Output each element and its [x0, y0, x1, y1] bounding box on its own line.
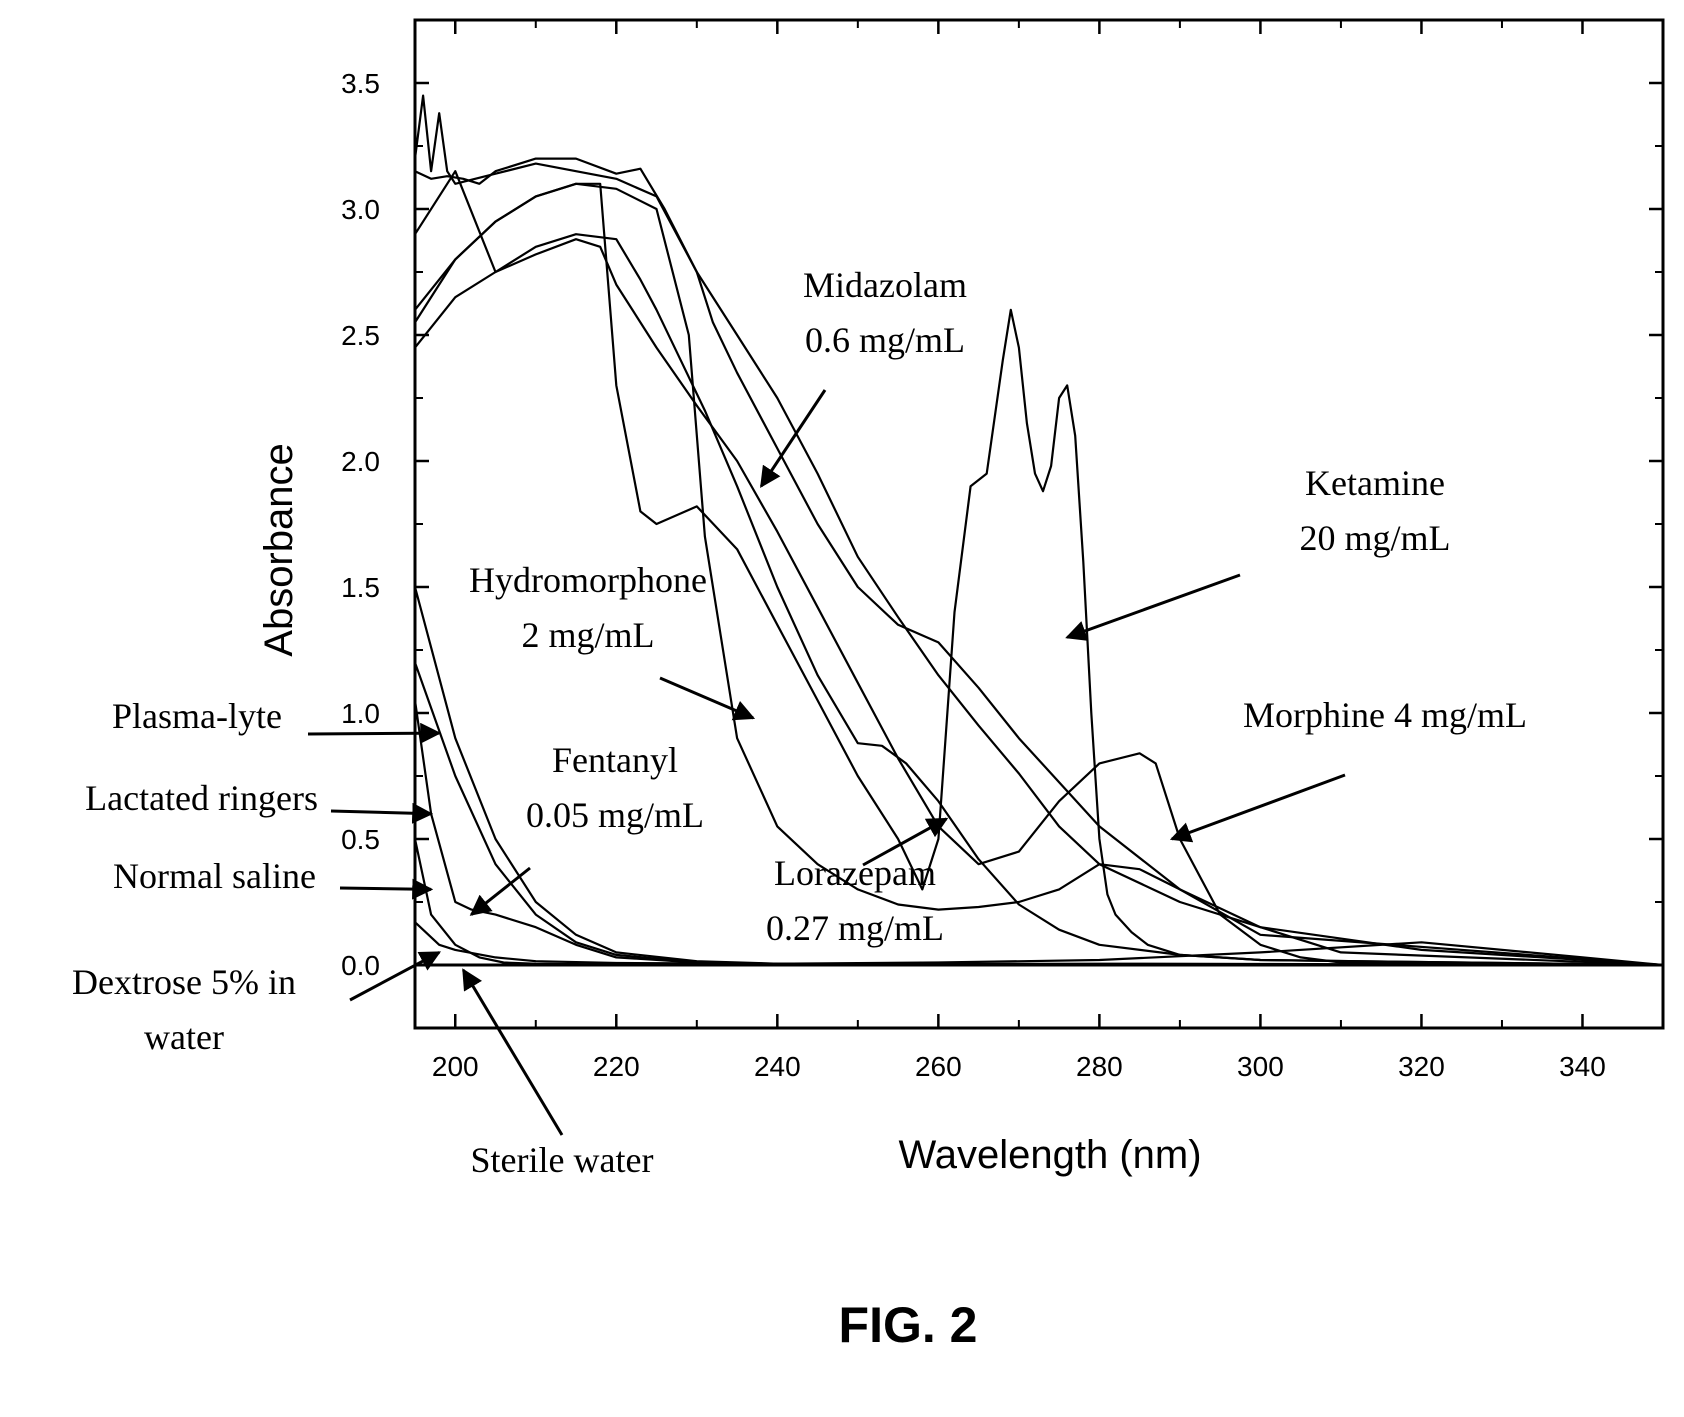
y-tick-label: 2.5: [341, 320, 380, 351]
x-tick-label: 260: [915, 1051, 962, 1082]
x-tick-label: 220: [593, 1051, 640, 1082]
annotation-arrow: [330, 802, 434, 824]
y-tick-labels: 0.0 0.5 1.0 1.5 2.0 2.5 3.0 3.5: [341, 68, 380, 981]
y-tick-label: 0.5: [341, 824, 380, 855]
y-tick-label: 0.0: [341, 950, 380, 981]
annotation: Fentanyl 0.05 mg/mL: [469, 740, 704, 916]
x-tick-labels: 200 220 240 260 280 300 320 340: [432, 1051, 1606, 1082]
y-tick-label: 1.0: [341, 698, 380, 729]
spectrum-curve-1: [413, 94, 1664, 967]
annotation-label: 2 mg/mL: [522, 615, 655, 655]
annotation-label: Morphine 4 mg/mL: [1243, 695, 1527, 735]
x-tick-label: 200: [432, 1051, 479, 1082]
y-tick-label: 3.5: [341, 68, 380, 99]
annotation-label: Sterile water: [471, 1140, 654, 1180]
annotation: Dextrose 5% in water: [72, 951, 442, 1057]
annotation: Hydromorphone 2 mg/mL: [469, 560, 756, 721]
annotation: Morphine 4 mg/mL: [1169, 695, 1527, 843]
annotation-label: Midazolam: [803, 265, 967, 305]
annotation-label: Ketamine: [1305, 463, 1445, 503]
plot-frame: [413, 18, 1665, 1030]
annotation-label: Normal saline: [113, 856, 316, 896]
y-tick-label: 2.0: [341, 446, 380, 477]
annotation-label: Lactated ringers: [85, 778, 318, 818]
annotation-label: 0.05 mg/mL: [526, 795, 704, 835]
x-tick-label: 340: [1559, 1051, 1606, 1082]
annotation-label: 0.6 mg/mL: [805, 320, 965, 360]
y-tick-label: 3.0: [341, 194, 380, 225]
y-axis-title: Absorbance: [257, 443, 301, 656]
annotation-label: Lorazepam: [774, 853, 936, 893]
annotation-arrow: [862, 817, 949, 867]
annotation-arrow: [339, 878, 434, 900]
annotation-label: Fentanyl: [552, 740, 678, 780]
annotation-arrow: [462, 968, 564, 1136]
annotation: Midazolam 0.6 mg/mL: [759, 265, 967, 488]
figure-label: FIG. 2: [839, 1297, 978, 1353]
curve-annotations: Midazolam 0.6 mg/mL Ketamine 20 mg/mL Hydrom…: [72, 265, 1527, 1180]
annotation-label: 20 mg/mL: [1300, 518, 1451, 558]
x-tick-label: 320: [1398, 1051, 1445, 1082]
annotation-arrow: [1065, 573, 1241, 641]
annotation-label: Dextrose 5% in: [72, 962, 296, 1002]
spectrum-curve-9: [413, 700, 1664, 967]
annotation-arrow: [469, 866, 531, 916]
axis-ticks: [415, 19, 1664, 1029]
annotation-arrow: [759, 389, 827, 488]
annotation: Lactated ringers: [85, 778, 434, 824]
annotation-label: Hydromorphone: [469, 560, 707, 600]
x-axis-title: Wavelength (nm): [898, 1133, 1201, 1177]
annotation: Lorazepam 0.27 mg/mL: [766, 817, 949, 948]
annotation-arrow: [659, 676, 756, 721]
annotation: Sterile water: [462, 968, 654, 1180]
x-tick-label: 240: [754, 1051, 801, 1082]
annotation: Plasma-lyte: [112, 696, 442, 744]
spectrum-curve-5: [414, 182, 1664, 967]
x-tick-label: 280: [1076, 1051, 1123, 1082]
spectrum-curve-3: [414, 170, 1664, 967]
annotation-arrow: [349, 951, 442, 1002]
annotation-label: water: [144, 1017, 224, 1057]
annotation: Ketamine 20 mg/mL: [1065, 463, 1451, 641]
spectrum-curve-2: [414, 157, 1664, 967]
annotation: Normal saline: [113, 856, 434, 900]
annotation-arrow: [307, 722, 442, 744]
y-tick-label: 1.5: [341, 572, 380, 603]
x-tick-label: 300: [1237, 1051, 1284, 1082]
annotation-label: 0.27 mg/mL: [766, 908, 944, 948]
spectrum-curve-6: [414, 238, 1664, 967]
annotation-label: Plasma-lyte: [112, 696, 282, 736]
annotation-arrow: [1169, 773, 1346, 843]
